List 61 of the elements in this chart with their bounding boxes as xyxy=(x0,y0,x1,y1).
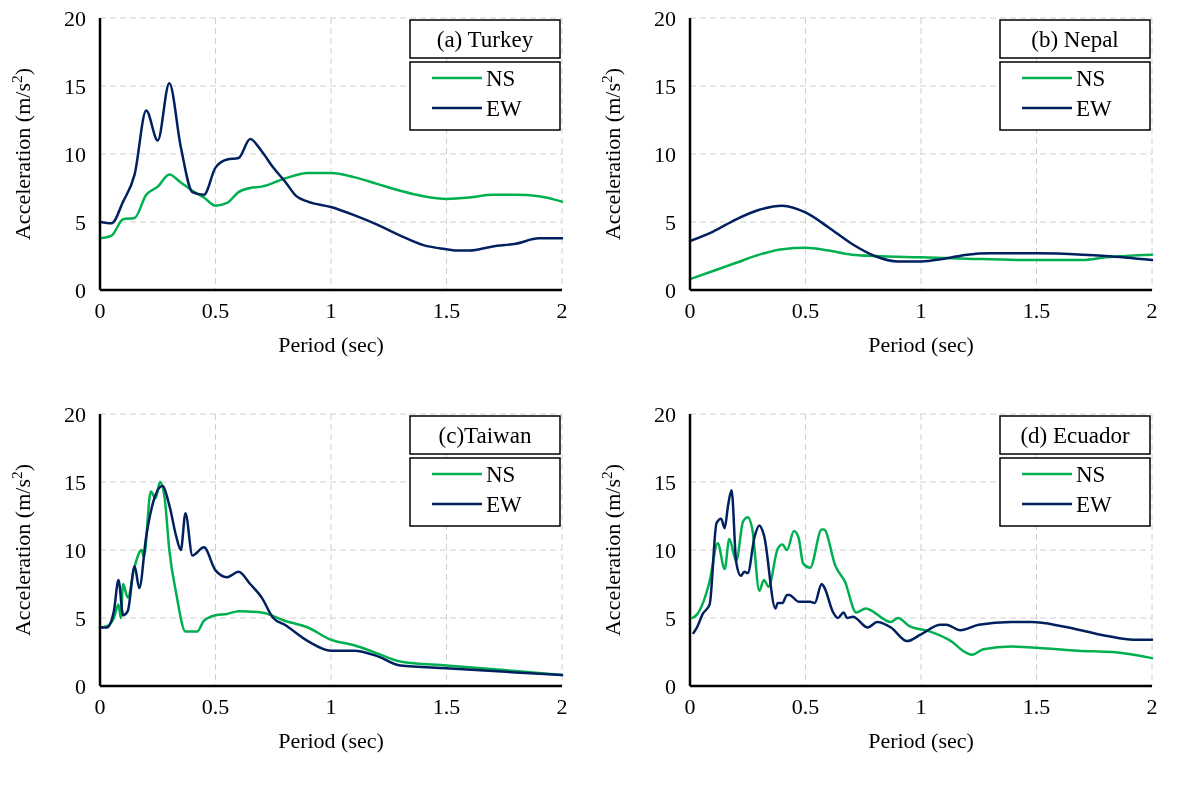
x-axis-title: Period (sec) xyxy=(868,332,974,357)
y-tick-label: 0 xyxy=(75,673,86,699)
chart-title: (c)Taiwan xyxy=(438,423,532,448)
x-axis-title: Period (sec) xyxy=(278,332,384,357)
y-tick-label: 5 xyxy=(665,605,676,631)
x-tick-label: 0 xyxy=(94,694,106,719)
x-tick-label: 1.5 xyxy=(1022,298,1051,323)
legend-label: EW xyxy=(486,492,523,518)
x-axis-title: Period (sec) xyxy=(868,728,974,753)
y-tick-label: 20 xyxy=(654,401,676,427)
x-tick-label: 1.5 xyxy=(432,694,461,719)
y-tick-label: 10 xyxy=(64,141,86,167)
legend-label: EW xyxy=(486,96,523,122)
x-tick-label: 0 xyxy=(684,694,696,719)
x-tick-label: 0.5 xyxy=(791,298,820,323)
y-tick-label: 10 xyxy=(64,537,86,563)
line-series xyxy=(691,516,1154,660)
x-tick-label: 0.5 xyxy=(201,298,230,323)
x-tick-label: 2 xyxy=(556,694,568,719)
x-tick-label: 1 xyxy=(325,298,337,323)
y-tick-label: 5 xyxy=(75,605,86,631)
y-tick-label: 0 xyxy=(665,277,676,303)
x-tick-label: 0 xyxy=(94,298,106,323)
legend-label: EW xyxy=(1076,96,1113,122)
y-tick-label: 20 xyxy=(64,5,86,31)
y-tick-label: 0 xyxy=(665,673,676,699)
x-tick-label: 0 xyxy=(684,298,696,323)
line-series xyxy=(688,246,1154,281)
y-tick-label: 10 xyxy=(654,537,676,563)
y-tick-label: 20 xyxy=(654,5,676,31)
x-tick-label: 2 xyxy=(1146,694,1158,719)
y-tick-label: 15 xyxy=(654,73,676,99)
y-tick-label: 0 xyxy=(75,277,86,303)
line-series xyxy=(688,204,1154,263)
y-tick-label: 15 xyxy=(64,73,86,99)
y-tick-label: 5 xyxy=(75,209,86,235)
x-tick-label: 1 xyxy=(915,298,927,323)
x-tick-label: 1 xyxy=(915,694,927,719)
legend-label: EW xyxy=(1076,492,1113,518)
chart-title: (a) Turkey xyxy=(436,27,534,52)
x-tick-label: 1 xyxy=(325,694,337,719)
x-tick-label: 1.5 xyxy=(1022,694,1051,719)
y-tick-label: 20 xyxy=(64,401,86,427)
x-tick-label: 0.5 xyxy=(791,694,820,719)
legend-label: NS xyxy=(1076,66,1106,92)
x-tick-label: 2 xyxy=(1146,298,1158,323)
y-tick-label: 15 xyxy=(654,469,676,495)
x-axis-title: Period (sec) xyxy=(278,728,384,753)
y-tick-label: 5 xyxy=(665,209,676,235)
x-tick-label: 1.5 xyxy=(432,298,461,323)
chart-title: (b) Nepal xyxy=(1031,27,1119,52)
x-tick-label: 0.5 xyxy=(201,694,230,719)
chart-title: (d) Ecuador xyxy=(1020,423,1130,448)
legend-label: NS xyxy=(486,462,516,488)
line-series xyxy=(98,171,564,240)
x-tick-label: 2 xyxy=(556,298,568,323)
legend-label: NS xyxy=(486,66,516,92)
y-tick-label: 10 xyxy=(654,141,676,167)
legend-label: NS xyxy=(1076,462,1106,488)
line-series xyxy=(692,488,1154,643)
y-tick-label: 15 xyxy=(64,469,86,495)
